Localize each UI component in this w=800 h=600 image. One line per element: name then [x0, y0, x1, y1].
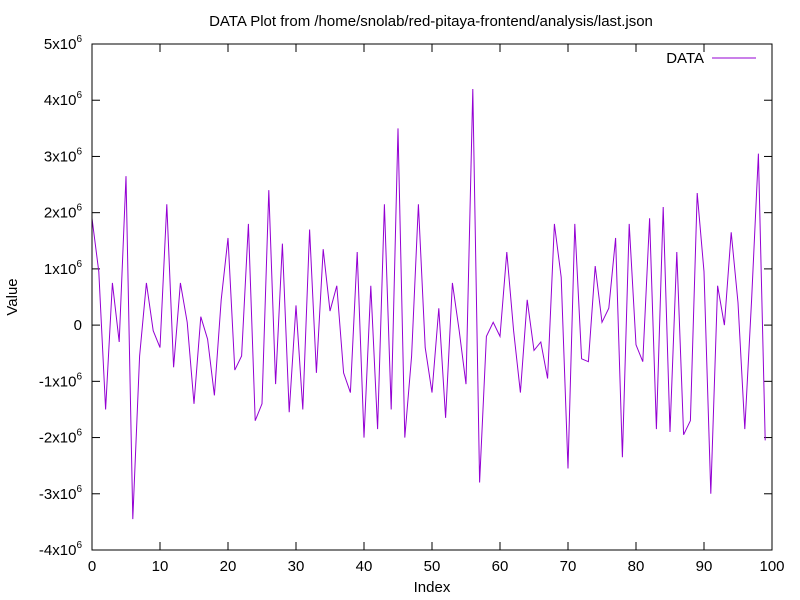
y-tick-label: -2x106 [39, 428, 83, 447]
y-tick-label: 3x106 [44, 146, 83, 165]
x-axis-ticks: 0 10 20 30 40 50 60 70 80 90 100 [88, 44, 785, 575]
plot-area-border [91, 43, 773, 551]
y-tick-label: 4x106 [44, 90, 83, 109]
x-tick-label: 70 [560, 558, 577, 575]
y-tick-label: 2x106 [44, 203, 83, 222]
x-tick-label: 20 [220, 558, 237, 575]
x-tick-label: 60 [492, 558, 509, 575]
y-tick-label: -3x106 [39, 484, 83, 503]
legend-label: DATA [666, 50, 704, 67]
x-axis-label: Index [414, 579, 451, 596]
x-tick-label: 100 [759, 558, 784, 575]
y-tick-label: 0 [74, 317, 82, 334]
series-line [91, 88, 766, 520]
series-layer [91, 88, 766, 520]
x-tick-label: 50 [424, 558, 441, 575]
legend: DATA [666, 50, 756, 67]
x-tick-label: 40 [356, 558, 373, 575]
y-tick-label: -1x106 [39, 371, 83, 390]
y-axis-ticks: -4x106 -3x106 -2x106 -1x106 0 1x106 2x106 3x106… [39, 34, 772, 559]
x-tick-label: 80 [628, 558, 645, 575]
x-tick-label: 10 [152, 558, 169, 575]
x-tick-label: 30 [288, 558, 305, 575]
y-tick-label: 5x106 [44, 34, 83, 53]
y-tick-label: -4x106 [39, 540, 83, 559]
chart-title: DATA Plot from /home/snolab/red-pitaya-f… [209, 13, 653, 30]
x-tick-label: 90 [696, 558, 713, 575]
x-tick-label: 0 [88, 558, 96, 575]
y-axis-label: Value [4, 278, 21, 315]
y-tick-label: 1x106 [44, 259, 83, 278]
